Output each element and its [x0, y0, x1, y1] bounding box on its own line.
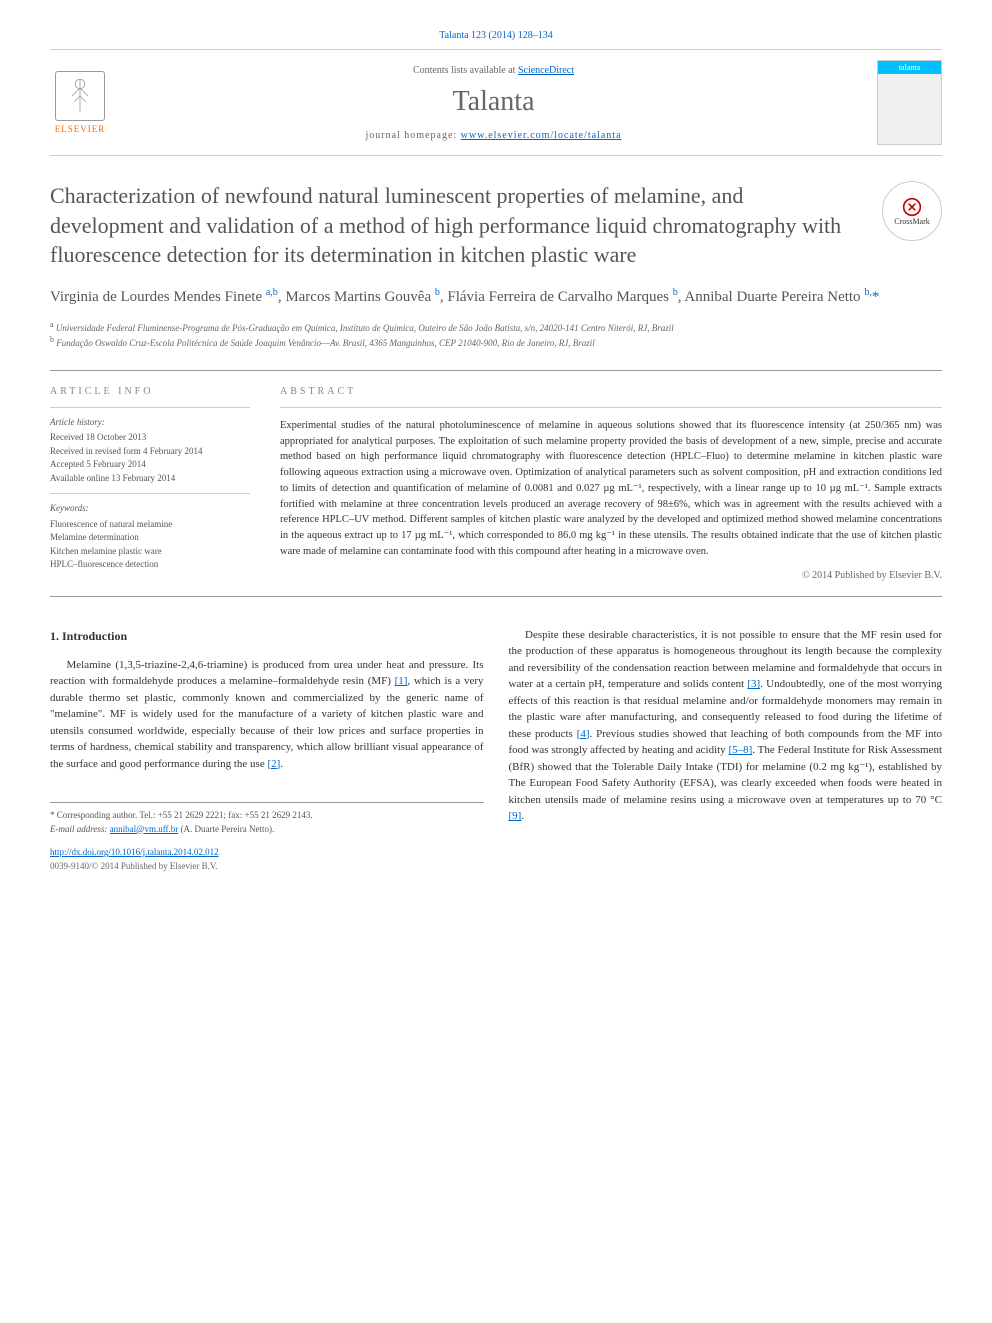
header-center: Contents lists available at ScienceDirec… — [110, 65, 877, 141]
intro-para-2: Despite these desirable characteristics,… — [509, 627, 943, 825]
journal-homepage: journal homepage: www.elsevier.com/locat… — [110, 130, 877, 141]
publisher-logo: ELSEVIER — [50, 68, 110, 138]
doi-link[interactable]: http://dx.doi.org/10.1016/j.talanta.2014… — [50, 847, 219, 857]
para2-e: . — [521, 810, 524, 822]
history-label: Article history: — [50, 416, 250, 430]
email-label: E-mail address: — [50, 824, 110, 834]
affiliation-b: b Fundação Oswaldo Cruz-Escola Politécni… — [50, 334, 942, 350]
publisher-name: ELSEVIER — [55, 124, 106, 134]
crossmark-badge[interactable]: CrossMark — [882, 181, 942, 241]
abstract-heading: abstract — [280, 386, 942, 397]
keyword-2: Kitchen melamine plastic ware — [50, 545, 250, 559]
ref-9[interactable]: [9] — [509, 810, 522, 822]
ref-5-8[interactable]: [5–8] — [728, 744, 752, 756]
abstract: abstract Experimental studies of the nat… — [280, 386, 942, 581]
article-info-heading: article info — [50, 386, 250, 397]
history-accepted: Accepted 5 February 2014 — [50, 458, 250, 472]
sciencedirect-link[interactable]: ScienceDirect — [518, 65, 574, 76]
issn-line: 0039-9140/© 2014 Published by Elsevier B… — [50, 860, 484, 874]
journal-cover-thumb: talanta — [877, 60, 942, 145]
journal-name: Talanta — [110, 86, 877, 118]
article-info: article info Article history: Received 1… — [50, 386, 250, 581]
keywords-label: Keywords: — [50, 502, 250, 516]
abstract-text: Experimental studies of the natural phot… — [280, 418, 942, 560]
keyword-1: Melamine determination — [50, 531, 250, 545]
crossmark-icon — [902, 197, 922, 217]
right-column: Despite these desirable characteristics,… — [509, 627, 943, 874]
email-line: E-mail address: annibal@vm.uff.br (A. Du… — [50, 823, 484, 837]
para1-c: . — [280, 758, 283, 770]
abstract-copyright: © 2014 Published by Elsevier B.V. — [280, 570, 942, 581]
ref-3[interactable]: [3] — [747, 678, 760, 690]
ref-1[interactable]: [1] — [395, 675, 408, 687]
email-person: (A. Duarte Pereira Netto). — [178, 824, 274, 834]
info-abstract-row: article info Article history: Received 1… — [50, 370, 942, 597]
history-revised: Received in revised form 4 February 2014 — [50, 445, 250, 459]
homepage-link[interactable]: www.elsevier.com/locate/talanta — [461, 130, 622, 141]
article-title: Characterization of newfound natural lum… — [50, 181, 882, 270]
ref-2[interactable]: [2] — [267, 758, 280, 770]
journal-header: ELSEVIER Contents lists available at Sci… — [50, 49, 942, 156]
body-columns: 1. Introduction Melamine (1,3,5-triazine… — [50, 627, 942, 874]
journal-cover-label: talanta — [878, 61, 941, 74]
corresponding-author: * Corresponding author. Tel.: +55 21 262… — [50, 809, 484, 823]
history-online: Available online 13 February 2014 — [50, 472, 250, 486]
intro-para-1: Melamine (1,3,5-triazine-2,4,6-triamine)… — [50, 657, 484, 773]
homepage-prefix: journal homepage: — [365, 130, 460, 141]
intro-heading: 1. Introduction — [50, 627, 484, 645]
left-column: 1. Introduction Melamine (1,3,5-triazine… — [50, 627, 484, 874]
para1-b: , which is a very durable thermo set pla… — [50, 675, 484, 770]
keyword-3: HPLC–fluorescence detection — [50, 558, 250, 572]
doi-line: http://dx.doi.org/10.1016/j.talanta.2014… — [50, 846, 484, 860]
footnote-block: * Corresponding author. Tel.: +55 21 262… — [50, 802, 484, 836]
crossmark-label: CrossMark — [894, 217, 930, 226]
affiliation-b-text: Fundação Oswaldo Cruz-Escola Politécnica… — [56, 338, 595, 348]
authors: Virginia de Lourdes Mendes Finete a,b, M… — [50, 285, 942, 309]
contents-prefix: Contents lists available at — [413, 65, 518, 76]
affiliation-a-text: Universidade Federal Fluminense-Programa… — [56, 323, 674, 333]
contents-available: Contents lists available at ScienceDirec… — [110, 65, 877, 76]
citation-line: Talanta 123 (2014) 128–134 — [50, 30, 942, 41]
affiliations: a Universidade Federal Fluminense-Progra… — [50, 319, 942, 350]
elsevier-tree-icon — [55, 71, 105, 121]
history-received: Received 18 October 2013 — [50, 431, 250, 445]
title-row: Characterization of newfound natural lum… — [50, 181, 942, 270]
email-link[interactable]: annibal@vm.uff.br — [110, 824, 179, 834]
ref-4[interactable]: [4] — [577, 728, 590, 740]
affiliation-a: a Universidade Federal Fluminense-Progra… — [50, 319, 942, 335]
keyword-0: Fluorescence of natural melamine — [50, 518, 250, 532]
